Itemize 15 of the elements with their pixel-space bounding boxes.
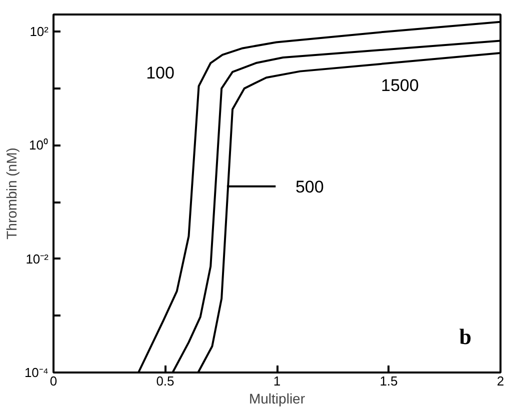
y-tick-label: 10⁻⁴ — [24, 365, 48, 380]
x-tick-label: 1 — [273, 374, 281, 388]
x-tick-label: 0 — [50, 374, 58, 388]
x-tick-label: 1.5 — [380, 374, 398, 388]
annotation: 100 — [146, 64, 174, 83]
y-tick-label: 10² — [30, 24, 50, 40]
annotation: b — [459, 324, 472, 350]
annotation: 500 — [295, 177, 324, 196]
x-tick-label: 2 — [496, 374, 504, 388]
y-tick-label: 10⁰ — [29, 138, 49, 153]
x-axis-title: Multiplier — [248, 390, 306, 406]
x-tick-label: 0.5 — [156, 374, 174, 388]
y-axis-title: Thrombin (nM) — [3, 148, 20, 240]
y-tick-label: 10⁻² — [26, 251, 50, 266]
annotation: 1500 — [381, 76, 419, 96]
